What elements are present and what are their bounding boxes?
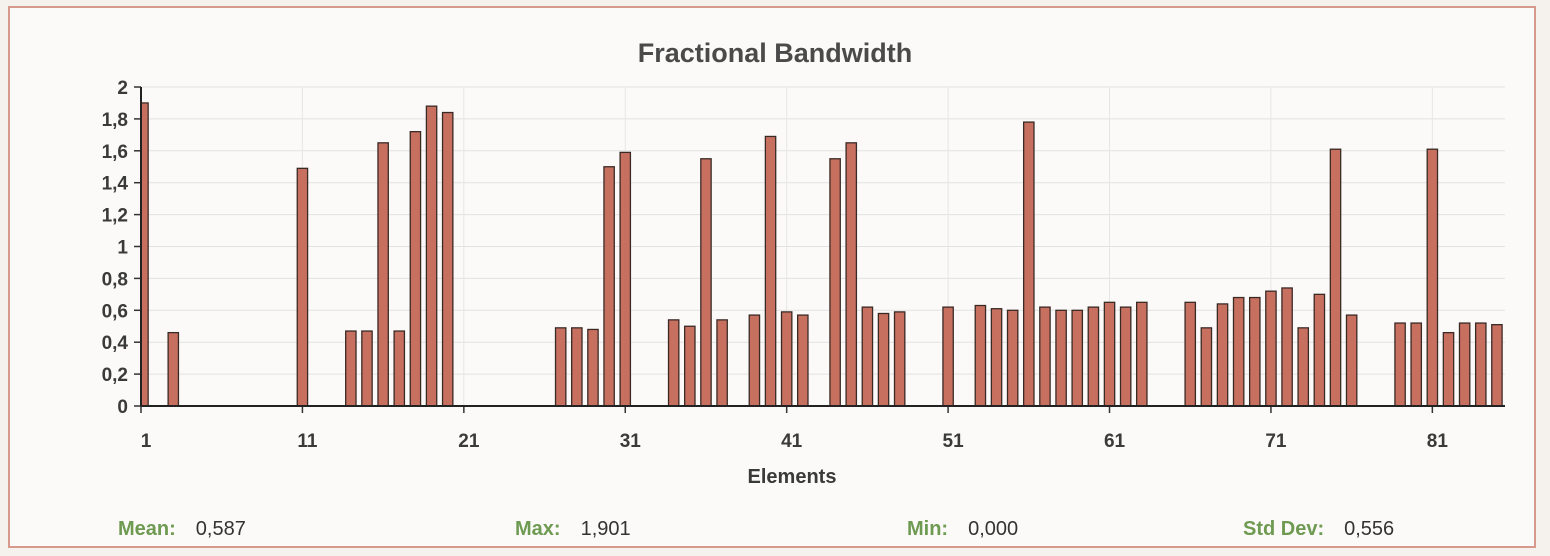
bar <box>1087 306 1100 407</box>
bar <box>716 319 728 407</box>
x-tick-label: 31 <box>620 431 642 452</box>
bar <box>845 142 858 407</box>
bar <box>667 319 680 407</box>
stat-min: Min: 0,000 <box>907 518 1018 541</box>
y-tick-label: 0 <box>117 397 128 418</box>
std-dev-label: Std Dev: <box>1243 518 1325 540</box>
x-tick-label: 21 <box>458 431 480 452</box>
bar <box>296 167 309 407</box>
max-label: Max: <box>515 518 561 540</box>
x-tick-label: 1 <box>141 431 152 452</box>
x-tick-label: 81 <box>1427 431 1449 452</box>
bar <box>571 327 583 407</box>
bar <box>1216 303 1229 407</box>
bar <box>1442 331 1455 407</box>
bar <box>780 311 793 407</box>
x-tick-label: 61 <box>1104 431 1126 452</box>
y-tick-label: 1,4 <box>102 174 129 195</box>
bar <box>700 158 712 407</box>
x-axis-label: Elements <box>748 466 837 488</box>
bar <box>1184 301 1197 407</box>
bar <box>1313 293 1326 407</box>
stat-mean: Mean: 0,587 <box>118 518 246 541</box>
x-tick-label: 41 <box>781 431 803 452</box>
bar <box>748 314 761 407</box>
bar <box>1135 301 1148 407</box>
bar <box>1022 121 1035 407</box>
bar <box>1071 309 1084 407</box>
max-value: 1,901 <box>580 518 631 540</box>
y-tick-label: 1,8 <box>102 110 128 131</box>
bar <box>619 151 632 407</box>
bar <box>1119 306 1132 407</box>
bar <box>893 311 906 407</box>
min-value: 0,000 <box>968 518 1019 540</box>
stat-std-dev: Std Dev: 0,556 <box>1243 518 1394 541</box>
y-tick-label: 0,8 <box>102 269 128 290</box>
bar <box>1055 309 1067 407</box>
bar <box>345 330 357 407</box>
bar <box>1297 327 1310 407</box>
y-tick-label: 1 <box>117 238 128 259</box>
bar <box>377 142 389 407</box>
bar <box>167 331 180 407</box>
bar <box>393 330 406 407</box>
bar <box>1265 290 1277 407</box>
bar <box>1232 296 1245 407</box>
bar <box>1474 322 1487 407</box>
bar <box>425 105 438 407</box>
y-tick-label: 0,4 <box>102 333 129 354</box>
stat-max: Max: 1,901 <box>515 518 631 541</box>
bar <box>1006 309 1019 407</box>
bar <box>1039 306 1051 407</box>
bar <box>764 135 777 407</box>
bar <box>861 306 874 407</box>
bar <box>1394 322 1406 407</box>
bar <box>1345 314 1358 407</box>
bar <box>1410 322 1423 407</box>
bar <box>1281 287 1293 407</box>
bar <box>1329 148 1342 407</box>
mean-value: 0,587 <box>195 518 246 540</box>
bar <box>1248 296 1261 407</box>
bar <box>409 131 422 407</box>
bar <box>829 158 841 407</box>
y-tick-label: 2 <box>117 78 128 99</box>
y-tick-label: 0,6 <box>102 301 128 322</box>
bar <box>603 166 615 407</box>
chart-title: Fractional Bandwidth <box>637 38 913 68</box>
bar <box>990 308 1003 407</box>
bar <box>361 330 373 407</box>
bar <box>1200 327 1213 407</box>
bar <box>942 306 954 407</box>
y-tick-label: 0,2 <box>102 365 128 386</box>
min-label: Min: <box>907 518 949 540</box>
bar <box>1491 324 1503 407</box>
bar <box>1458 322 1471 407</box>
std-dev-value: 0,556 <box>1344 518 1395 540</box>
y-tick-label: 1,6 <box>102 142 128 163</box>
bar <box>587 328 599 407</box>
bar <box>797 314 809 407</box>
bar <box>1426 148 1439 407</box>
bar <box>140 102 149 407</box>
y-tick-label: 1,2 <box>102 206 128 227</box>
x-tick-label: 71 <box>1265 431 1287 452</box>
bar <box>441 111 454 407</box>
x-tick-label: 51 <box>943 431 965 452</box>
bar <box>877 312 890 407</box>
bar <box>554 327 567 407</box>
bar <box>974 304 987 407</box>
x-tick-label: 11 <box>297 431 318 452</box>
mean-label: Mean: <box>118 518 176 540</box>
bar <box>684 325 696 407</box>
bar <box>1103 301 1116 407</box>
